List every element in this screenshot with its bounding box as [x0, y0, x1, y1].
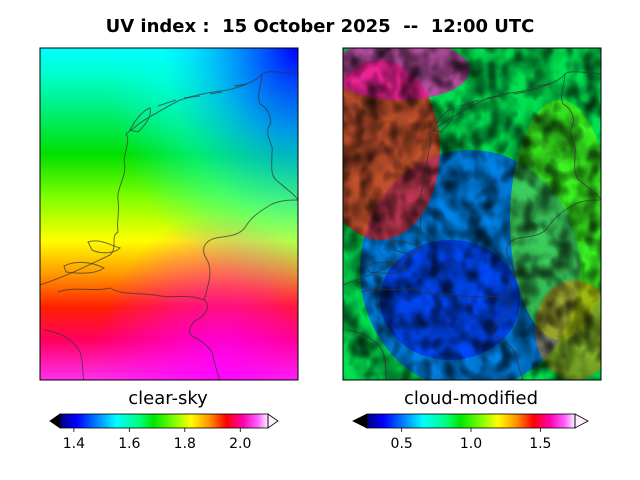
cloud-modified-frame	[342, 47, 602, 381]
clear-sky-frame	[39, 47, 299, 381]
cloud-modified-colorbar-tick-label: 1.0	[460, 436, 482, 452]
clear-sky-colorbar-tick-label: 1.8	[174, 436, 196, 452]
cloud-modified-map	[343, 48, 601, 380]
clear-sky-colorbar-tick-label: 1.6	[118, 436, 140, 452]
clear-sky-colorbar: 1.4 1.6 1.8 2.0	[49, 413, 279, 452]
cloud-modified-colorbar: 0.5 1.0 1.5	[352, 413, 589, 452]
clear-sky-map	[40, 48, 298, 380]
chart-title: UV index : 15 October 2025 -- 12:00 UTC	[105, 16, 535, 37]
clear-sky-label: clear-sky	[128, 388, 208, 409]
cloud-modified-colorbar-tick-label: 0.5	[391, 436, 413, 452]
cloud-modified-colorbar-tick-label: 1.5	[529, 436, 551, 452]
cloud-modified-label: cloud-modified	[404, 388, 538, 409]
clear-sky-colorbar-tick-label: 2.0	[229, 436, 251, 452]
clear-sky-colorbar-tick-label: 1.4	[63, 436, 85, 452]
